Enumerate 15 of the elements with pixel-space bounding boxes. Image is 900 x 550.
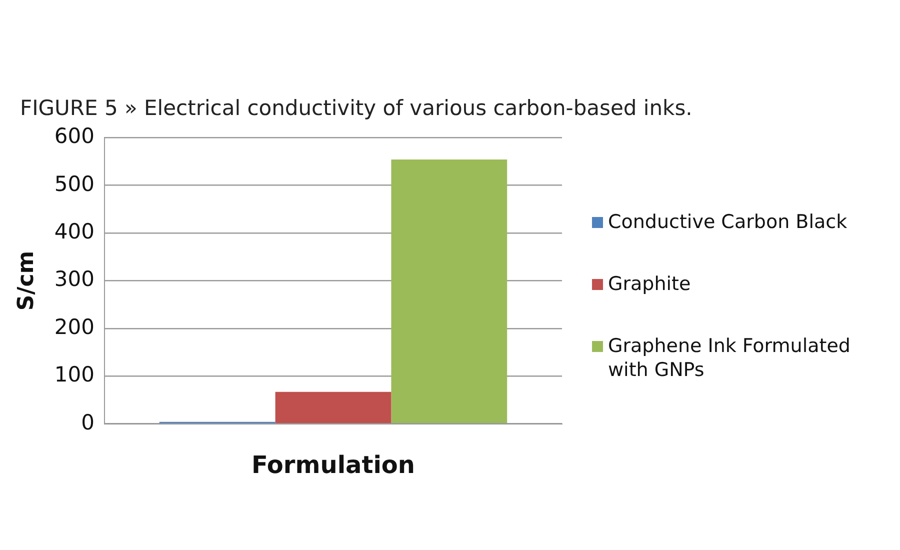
y-tick-label: 500 xyxy=(54,172,94,196)
chart-title: FIGURE 5 » Electrical conductivity of various carbon-based inks. xyxy=(20,96,692,120)
y-tick-label: 400 xyxy=(54,219,94,244)
y-tick-label: 0 xyxy=(81,410,94,434)
y-tick-label: 600 xyxy=(54,124,94,148)
x-axis-title: Formulation xyxy=(251,450,416,479)
legend-label: Conductive Carbon Black xyxy=(608,210,848,234)
bar xyxy=(275,392,392,424)
y-tick-label: 100 xyxy=(54,362,94,387)
bar xyxy=(391,160,508,424)
y-tick-label: 200 xyxy=(54,314,94,339)
legend-label: Graphite xyxy=(608,272,691,296)
y-axis-title: S/cm xyxy=(14,250,39,311)
y-tick-label: 300 xyxy=(54,267,94,292)
legend-label: Graphene Ink Formulated with GNPs xyxy=(608,334,852,382)
